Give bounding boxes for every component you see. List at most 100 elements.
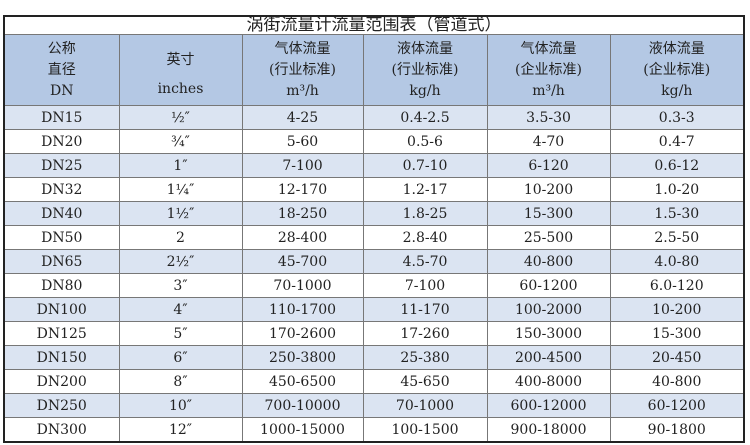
table-cell: 15-300 — [609, 321, 744, 346]
table-cell: 25-500 — [486, 225, 610, 250]
table-cell: 1½″ — [118, 201, 242, 226]
table-cell: 7-100 — [362, 273, 487, 298]
table-cell: 5″ — [118, 321, 242, 346]
table-cell: 4-70 — [486, 129, 610, 154]
table-cell: 12″ — [118, 417, 242, 442]
table-cell: 4-25 — [241, 105, 363, 130]
table-cell: 1.5-30 — [609, 201, 744, 226]
table-cell: 0.4-7 — [609, 129, 744, 154]
table-cell: 20-450 — [609, 345, 744, 370]
table-cell: 18-250 — [241, 201, 363, 226]
table-cell: 8″ — [118, 369, 242, 394]
table-cell: 0.6-12 — [609, 153, 744, 178]
column-header: 公称 直径 DN — [4, 34, 119, 106]
table-cell: 11-170 — [362, 297, 487, 322]
table-cell: 70-1000 — [241, 273, 363, 298]
table-cell: 2.8-40 — [362, 225, 487, 250]
table-cell: DN80 — [4, 273, 119, 298]
table-cell: 6.0-120 — [609, 273, 744, 298]
table-cell: 4.5-70 — [362, 249, 487, 274]
header-line: m³/h — [286, 82, 319, 99]
table-cell: DN40 — [4, 201, 119, 226]
table-cell: 17-260 — [362, 321, 487, 346]
table-cell: 10-200 — [609, 297, 744, 322]
table-row: DN150 6″ 250-3800 25-380 200-4500 20-450 — [4, 345, 744, 370]
table-cell: 4.0-80 — [609, 249, 744, 274]
table-cell: 250-3800 — [241, 345, 363, 370]
table-row: DN200 8″ 450-6500 45-650 400-8000 40-800 — [4, 369, 744, 394]
table-cell: 6″ — [118, 345, 242, 370]
header-line: kg/h — [409, 82, 441, 99]
table-cell: 15-300 — [486, 201, 610, 226]
table-cell: DN50 — [4, 225, 119, 250]
table-cell: 900-18000 — [486, 417, 610, 442]
table-cell: DN15 — [4, 105, 119, 130]
table-row: DN15 ½″ 4-25 0.4-2.5 3.5-30 0.3-3 — [4, 105, 744, 130]
table-cell: 100-2000 — [486, 297, 610, 322]
table-row: DN65 2½″ 45-700 4.5-70 40-800 4.0-80 — [4, 249, 744, 274]
table-cell: 90-1800 — [609, 417, 744, 442]
table-cell: 3.5-30 — [486, 105, 610, 130]
table-cell: 450-6500 — [241, 369, 363, 394]
table-cell: DN32 — [4, 177, 119, 202]
table-cell: DN65 — [4, 249, 119, 274]
table-cell: 0.3-3 — [609, 105, 744, 130]
table-cell: 100-1500 — [362, 417, 487, 442]
table-cell: 2.5-50 — [609, 225, 744, 250]
table-row: DN20 ¾″ 5-60 0.5-6 4-70 0.4-7 — [4, 129, 744, 154]
header-line: (企业标准) — [515, 61, 582, 78]
table-cell: ¾″ — [118, 129, 242, 154]
table-cell: 70-1000 — [362, 393, 487, 418]
table-cell: DN25 — [4, 153, 119, 178]
table-cell: 12-170 — [241, 177, 363, 202]
column-header: 气体流量 (企业标准) m³/h — [486, 34, 610, 106]
table-cell: 1¼″ — [118, 177, 242, 202]
table-cell: 40-800 — [486, 249, 610, 274]
table-cell: DN20 — [4, 129, 119, 154]
column-header: 液体流量 (企业标准) kg/h — [609, 34, 744, 106]
table-title: 涡街流量计流量范围表（管道式） — [4, 16, 744, 35]
table-cell: ½″ — [118, 105, 242, 130]
table-cell: 40-800 — [609, 369, 744, 394]
header-line — [120, 71, 242, 79]
table-cell: 1.8-25 — [362, 201, 487, 226]
table-cell: 200-4500 — [486, 345, 610, 370]
table-cell: DN125 — [4, 321, 119, 346]
table-row: DN25 1″ 7-100 0.7-10 6-120 0.6-12 — [4, 153, 744, 178]
header-line: kg/h — [661, 82, 693, 99]
table-cell: 170-2600 — [241, 321, 363, 346]
table-cell: 60-1200 — [486, 273, 610, 298]
table-cell: 60-1200 — [609, 393, 744, 418]
flow-range-table: 涡街流量计流量范围表（管道式） 公称 直径 DN 英寸 inches 气体流量 (行业标准)… — [3, 15, 745, 443]
header-line: 气体流量 — [520, 40, 577, 57]
table-cell: 110-1700 — [241, 297, 363, 322]
table-cell: 2½″ — [118, 249, 242, 274]
table-cell: 1.0-20 — [609, 177, 744, 202]
table-cell: 28-400 — [241, 225, 363, 250]
table-row: DN80 3″ 70-1000 7-100 60-1200 6.0-120 — [4, 273, 744, 298]
table-cell: 150-3000 — [486, 321, 610, 346]
table-cell: 2 — [118, 225, 242, 250]
table-cell: 3″ — [118, 273, 242, 298]
table-cell: 1.2-17 — [362, 177, 487, 202]
table-row: DN40 1½″ 18-250 1.8-25 15-300 1.5-30 — [4, 201, 744, 226]
header-line: (行业标准) — [269, 61, 336, 78]
header-line: 液体流量 — [397, 40, 453, 57]
table-row: DN50 2 28-400 2.8-40 25-500 2.5-50 — [4, 225, 744, 250]
table-cell: 45-700 — [241, 249, 363, 274]
column-header: 液体流量 (行业标准) kg/h — [362, 34, 487, 106]
table-row: DN32 1¼″ 12-170 1.2-17 10-200 1.0-20 — [4, 177, 744, 202]
header-line: 直径 — [47, 61, 76, 78]
header-line: 公称 — [47, 40, 76, 57]
header-line: 英寸 — [166, 52, 195, 68]
table-cell: 0.4-2.5 — [362, 105, 487, 130]
table-cell: 4″ — [118, 297, 242, 322]
table-cell: 1″ — [118, 153, 242, 178]
table-cell: 0.7-10 — [362, 153, 487, 178]
table-cell: 600-12000 — [486, 393, 610, 418]
table-row: DN300 12″ 1000-15000 100-1500 900-18000 90-18… — [4, 417, 744, 442]
table-cell: 700-10000 — [241, 393, 363, 418]
table-cell: 6-120 — [486, 153, 610, 178]
table-cell: 10-200 — [486, 177, 610, 202]
table-cell: DN150 — [4, 345, 119, 370]
